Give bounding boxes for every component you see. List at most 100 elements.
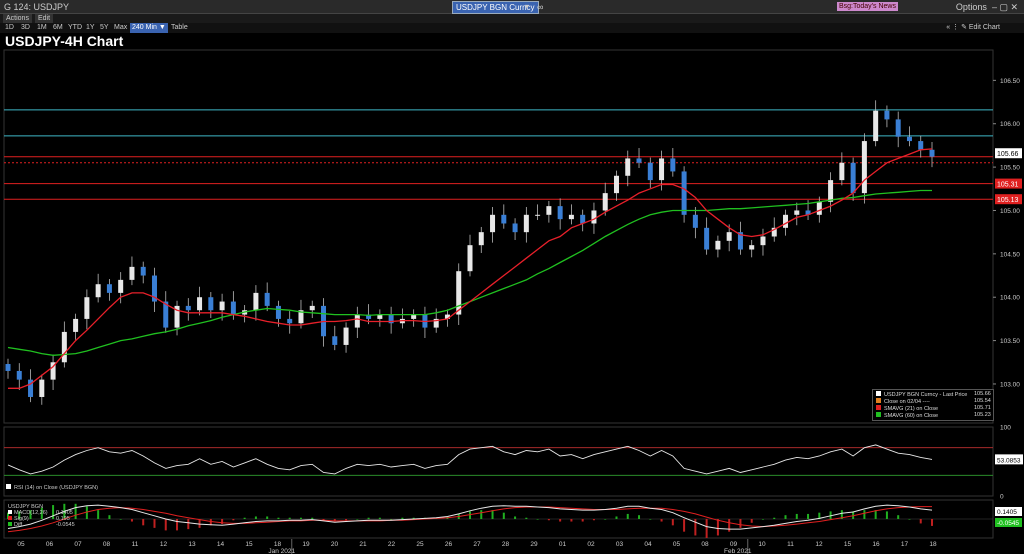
window-controls[interactable]: Options – ▢ ✕ [955,2,1018,12]
macd-histogram-bar [694,519,697,536]
candle-body [106,284,112,293]
macd-histogram-bar [40,507,43,519]
range-1d[interactable]: 1D [5,24,14,31]
candle-body [377,314,383,319]
y-tick-label: 103.50 [1000,338,1020,345]
news-badge[interactable]: Bsg:Today's News [837,2,898,11]
candle-body [298,310,304,324]
candle-body [760,236,766,246]
macd-legend-swatch [8,516,12,520]
macd-histogram-bar [491,510,494,519]
macd-histogram-bar [356,519,359,520]
macd-histogram-bar [97,510,100,519]
candle-body [726,232,732,241]
range-5y[interactable]: 5Y [100,24,109,31]
candle-body [275,305,281,319]
candle-body [343,327,349,345]
candle-body [219,301,225,311]
candle-body [625,158,631,176]
x-day-label: 02 [587,541,595,548]
options-button[interactable]: Options [955,2,987,12]
candle-body [850,162,856,194]
macd-histogram-bar [807,513,810,519]
macd-histogram-bar [390,519,393,520]
macd-histogram-bar [254,516,257,519]
chevron-down-icon[interactable]: ▾ [525,2,530,11]
x-day-label: 15 [245,541,253,548]
macd-title: USDJPY BGN [8,504,43,510]
chart-title: USDJPY-4H Chart [5,33,124,49]
y-tick-label: 106.50 [1000,78,1020,85]
legend-value: 105.23 [974,412,991,418]
macd-histogram-bar [142,519,145,526]
candle-body [557,206,563,220]
ticker-input[interactable]: USDJPY BGN Curncy [452,1,539,14]
x-day-label: 06 [46,541,54,548]
y-tick-label: 104.00 [1000,295,1020,302]
candle-body [73,318,79,332]
legend-label: SMAVG (21) on Close [884,406,939,412]
candle-body [501,214,507,224]
macd-histogram-bar [547,519,550,521]
macd-histogram-bar [221,519,224,525]
macd-histogram-bar [897,515,900,519]
macd-histogram-bar [243,517,246,519]
x-day-label: 09 [730,541,738,548]
edit-menu[interactable]: Edit [34,14,54,23]
candle-body [264,292,270,306]
macd-histogram-bar [615,516,618,519]
rsi-line [7,444,933,475]
y-tick-label: 103.00 [1000,381,1020,388]
macd-histogram-bar [660,519,663,522]
candle-body [692,214,698,228]
actions-menu[interactable]: Actions [3,14,32,23]
range-max[interactable]: Max [114,24,128,31]
macd-diff-bg [995,518,1022,527]
y-tick-label: 106.00 [1000,121,1020,128]
macd-histogram-bar [164,519,167,531]
candle-body [332,336,338,345]
macd-histogram-bar [514,516,517,519]
macd-histogram-bar [604,519,607,520]
candle-body [805,210,811,215]
candle-body [50,362,56,380]
candle-body [895,119,901,137]
range-6m[interactable]: 6M [53,24,63,31]
link-icon[interactable]: ∞ [537,2,544,12]
candle-body [208,297,214,311]
x-day-label: 14 [217,541,225,548]
candle-body [884,110,890,120]
macd-legend-value: 0.195 [56,516,70,522]
edit-chart-button[interactable]: « ⋮ ✎ Edit Chart [946,24,1000,31]
x-day-label: 16 [872,541,880,548]
range-3d[interactable]: 3D [21,24,30,31]
range-ytd[interactable]: YTD [68,24,82,31]
range-1y[interactable]: 1Y [86,24,95,31]
range-1m[interactable]: 1M [37,24,47,31]
candle-body [444,314,450,319]
candle-body [287,318,293,324]
macd-histogram-bar [187,519,190,530]
price-label: 105.66 [997,151,1019,158]
candle-body [309,305,315,311]
table-button[interactable]: Table [171,24,188,31]
macd-histogram-bar [153,519,156,528]
x-day-label: 26 [445,541,453,548]
range-240min[interactable]: 240 Min ▼ [130,23,168,33]
x-day-label: 13 [188,541,196,548]
candle-body [185,305,191,311]
candle-body [28,379,34,397]
candle-body [523,214,529,233]
price-label: 105.13 [997,197,1019,204]
rsi-value-bg [995,454,1023,465]
title-bar: G 124: USDJPY USDJPY BGN Curncy ▾ ∞ Bsg:… [0,0,1024,14]
candle-body [253,292,259,311]
candle-body [670,158,676,172]
candle-body [490,214,496,233]
candle-body [84,297,90,319]
candle-body [512,223,518,233]
x-day-label: 10 [758,541,766,548]
macd-histogram-bar [412,517,415,519]
macd-histogram-bar [288,517,291,519]
